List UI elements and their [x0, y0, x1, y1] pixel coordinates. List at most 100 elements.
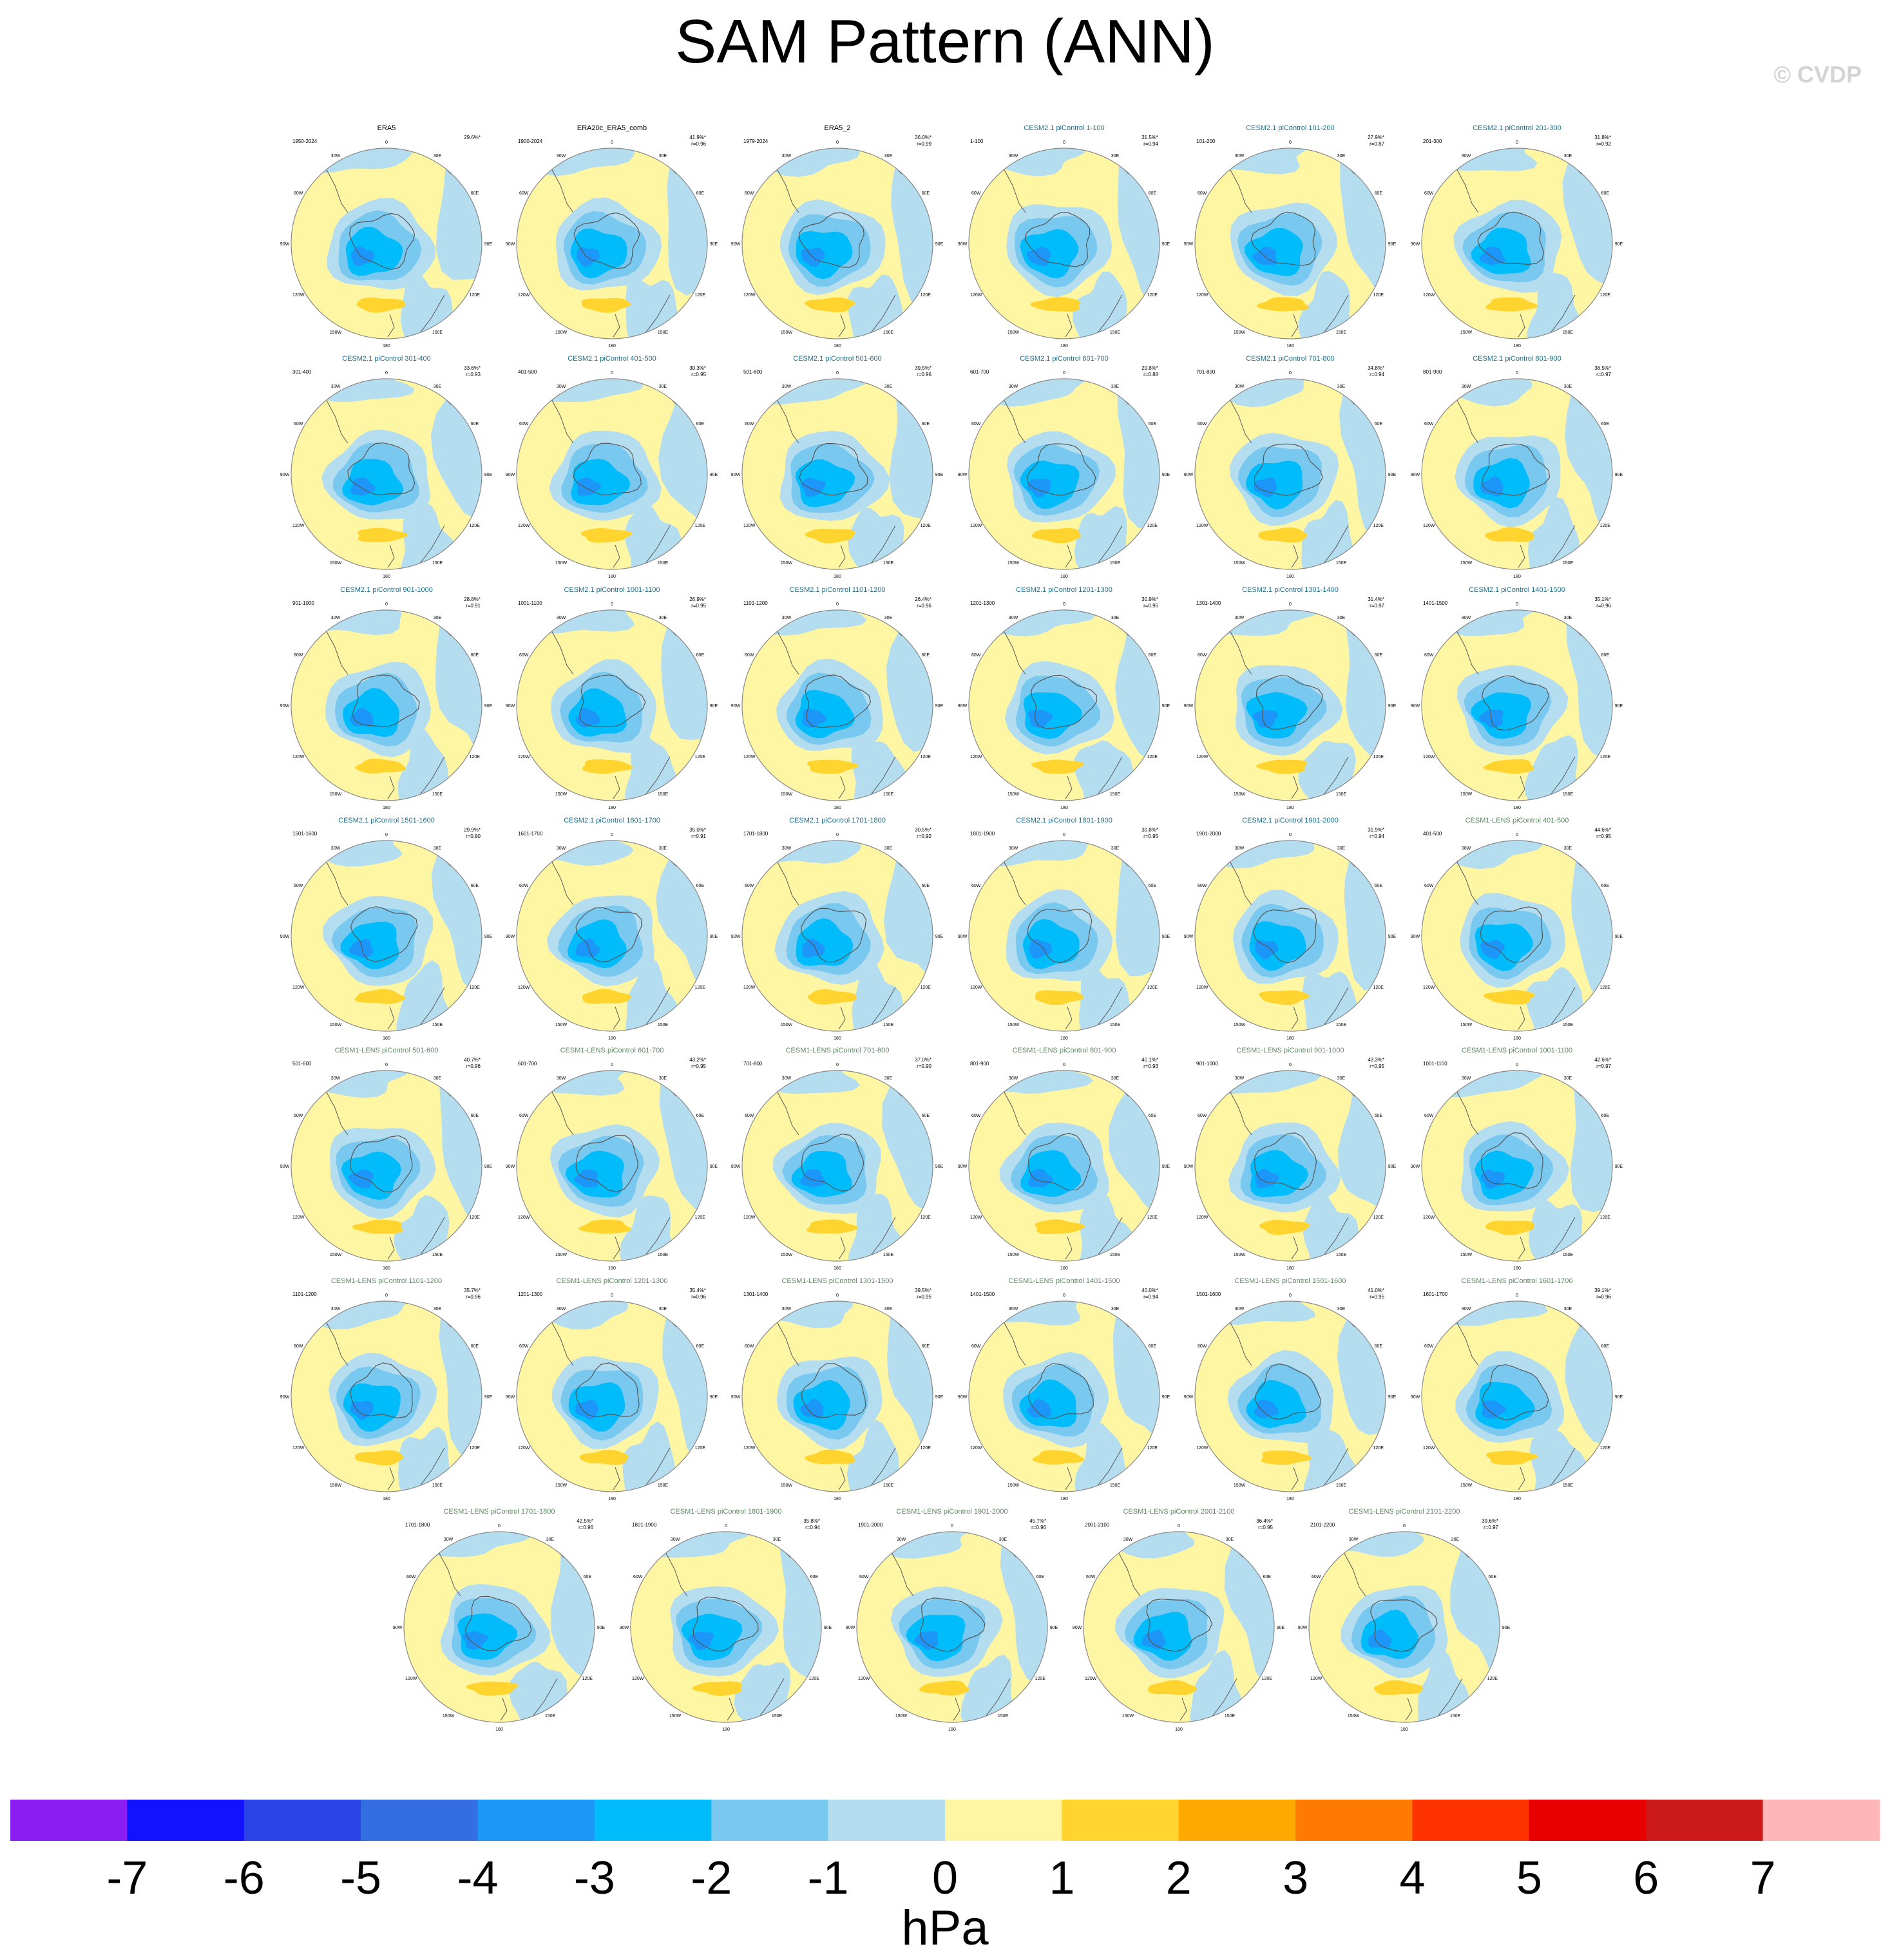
lon-label: 0: [836, 1063, 839, 1067]
map-boundary: [1194, 840, 1386, 1032]
south-america-outline: [1455, 1089, 1479, 1136]
lon-label: 90E: [935, 1165, 944, 1169]
lon-label: 180: [834, 344, 841, 348]
lon-label: 30W: [1235, 616, 1245, 620]
lon-label: 60E: [1601, 191, 1610, 196]
lon-label: 90W: [958, 1395, 968, 1400]
sam-panel-field: [969, 148, 1160, 339]
panel-title: CESM2.1 piControl 1001-1100: [564, 586, 660, 594]
south-america-outline: [1228, 629, 1252, 675]
panel-correlation: r=0.95: [917, 1294, 931, 1300]
sam-panel: 0 30E 60E 90E 120E 150E 180 150W 120W 90W 60W 30W ER…: [506, 124, 718, 348]
lon-label: 90W: [731, 242, 741, 247]
lon-label: 120W: [1423, 293, 1435, 298]
sam-panel: 0 30E 60E 90E 120E 150E 180 150W 120W 90W 60W 30W CE…: [1298, 1508, 1511, 1732]
antarctica-outline: [1254, 1363, 1321, 1420]
lon-label: 120W: [970, 293, 982, 298]
lon-label: 150W: [555, 792, 568, 797]
sam-panel-field: [742, 1070, 933, 1261]
antarctica-outline: [799, 442, 868, 496]
field-contour-neg-outer: [291, 610, 402, 636]
sam-panel: 0 30E 60E 90E 120E 150E 180 150W 120W 90W 60W 30W CE…: [280, 586, 493, 810]
new-zealand-outline: [613, 1467, 620, 1490]
lon-label: 120E: [1600, 755, 1611, 759]
new-zealand-outline: [1291, 544, 1299, 568]
panel-years: 1401-1500: [1423, 600, 1448, 606]
lon-label: 150E: [1110, 1253, 1121, 1257]
lon-label: 60E: [1036, 1575, 1045, 1579]
field-contour-pos-1: [1031, 528, 1081, 544]
lon-label: 120W: [1423, 1446, 1435, 1451]
lon-label: 30W: [1235, 846, 1245, 851]
panel-correlation: r=0.95: [1370, 1063, 1384, 1069]
panel-years: 1201-1300: [518, 1291, 543, 1297]
lon-label: 90W: [506, 473, 515, 477]
colorbar-swatch: [1178, 1800, 1296, 1841]
new-zealand-outline: [1518, 775, 1525, 799]
panel-title: CESM1-LENS piControl 1601-1700: [1461, 1277, 1572, 1285]
lon-label: 150W: [1007, 561, 1020, 566]
colorbar-tick-label: -2: [691, 1852, 732, 1900]
australia-outline: [1093, 987, 1123, 1031]
sam-panel: 0 30E 60E 90E 120E 150E 180 150W 120W 90W 60W 30W CE…: [958, 1047, 1170, 1271]
lon-label: 120W: [858, 1677, 870, 1681]
panel-years: 1950-2024: [292, 138, 318, 144]
lon-label: 30W: [782, 1307, 792, 1311]
sam-panel-field: [1195, 841, 1386, 1031]
map-boundary: [1194, 609, 1386, 801]
sam-panel: 0 30E 60E 90E 120E 150E 180 150W 120W 90W 60W 30W CE…: [1184, 817, 1397, 1041]
lon-label: 60W: [294, 653, 303, 658]
field-contour-pos-1: [354, 989, 406, 1004]
lon-label: 60E: [922, 422, 930, 426]
sam-panel-field: [1195, 1301, 1386, 1492]
sam-panel-field: [517, 1301, 707, 1492]
panel-variance-pct: 36.0%*: [915, 135, 931, 140]
lon-label: 60E: [471, 884, 479, 888]
panel-title: CESM1-LENS piControl 1101-1200: [331, 1277, 442, 1285]
field-contour-neg-outer: [848, 274, 903, 339]
lon-label: 30E: [1337, 1307, 1346, 1311]
panel-variance-pct: 31.4%*: [1368, 596, 1384, 602]
lon-label: 150W: [895, 1714, 908, 1718]
lon-label: 150E: [1336, 792, 1347, 797]
lon-label: 0: [385, 602, 388, 607]
lon-label: 30E: [884, 385, 893, 389]
lon-label: 90E: [484, 242, 493, 247]
field-contour-pos-1: [804, 1449, 855, 1465]
lon-label: 30W: [782, 846, 792, 851]
panel-variance-pct: 39.6%*: [1482, 1518, 1498, 1524]
lon-label: 0: [1063, 1293, 1065, 1298]
lon-label: 150W: [781, 561, 793, 566]
panel-title: CESM2.1 piControl 1801-1900: [1016, 817, 1112, 824]
lon-label: 60W: [745, 422, 754, 426]
colorbar-swatch: [828, 1800, 946, 1841]
sam-panel: 0 30E 60E 90E 120E 150E 180 150W 120W 90W 60W 30W CE…: [506, 355, 718, 579]
lon-label: 60E: [922, 653, 930, 658]
lon-label: 90E: [1388, 1165, 1397, 1169]
lon-label: 120E: [1147, 1446, 1158, 1451]
lon-label: 150E: [1110, 1483, 1121, 1488]
lon-label: 90W: [1411, 704, 1420, 709]
colorbar-units-label: hPa: [901, 1901, 989, 1955]
new-zealand-outline: [1291, 1467, 1299, 1490]
lon-label: 120E: [1373, 985, 1384, 990]
sam-panel: 0 30E 60E 90E 120E 150E 180 150W 120W 90W 60W 30W CE…: [506, 817, 718, 1041]
field-contour-pos-1: [807, 989, 857, 1005]
map-boundary: [1083, 1531, 1275, 1723]
panel-title: CESM2.1 piControl 1101-1200: [790, 586, 886, 594]
field-contour-neg-4: [575, 708, 600, 728]
lon-label: 120W: [1196, 1215, 1208, 1220]
lon-label: 150E: [432, 1253, 443, 1257]
field-contour-neg-outer: [1190, 1650, 1244, 1722]
panel-years: 1201-1300: [970, 600, 995, 606]
lon-label: 60W: [1086, 1575, 1096, 1579]
lon-label: 60E: [1149, 1114, 1157, 1118]
lon-label: 180: [948, 1727, 956, 1732]
lon-label: 90E: [484, 1165, 493, 1169]
antarctica-outline: [1480, 1132, 1543, 1189]
lon-label: 150E: [883, 561, 894, 566]
panel-years: 101-200: [1196, 138, 1216, 144]
panel-years: 1801-1900: [632, 1522, 657, 1528]
panel-correlation: r=0.94: [1370, 833, 1384, 839]
lon-label: 180: [1060, 1497, 1068, 1501]
